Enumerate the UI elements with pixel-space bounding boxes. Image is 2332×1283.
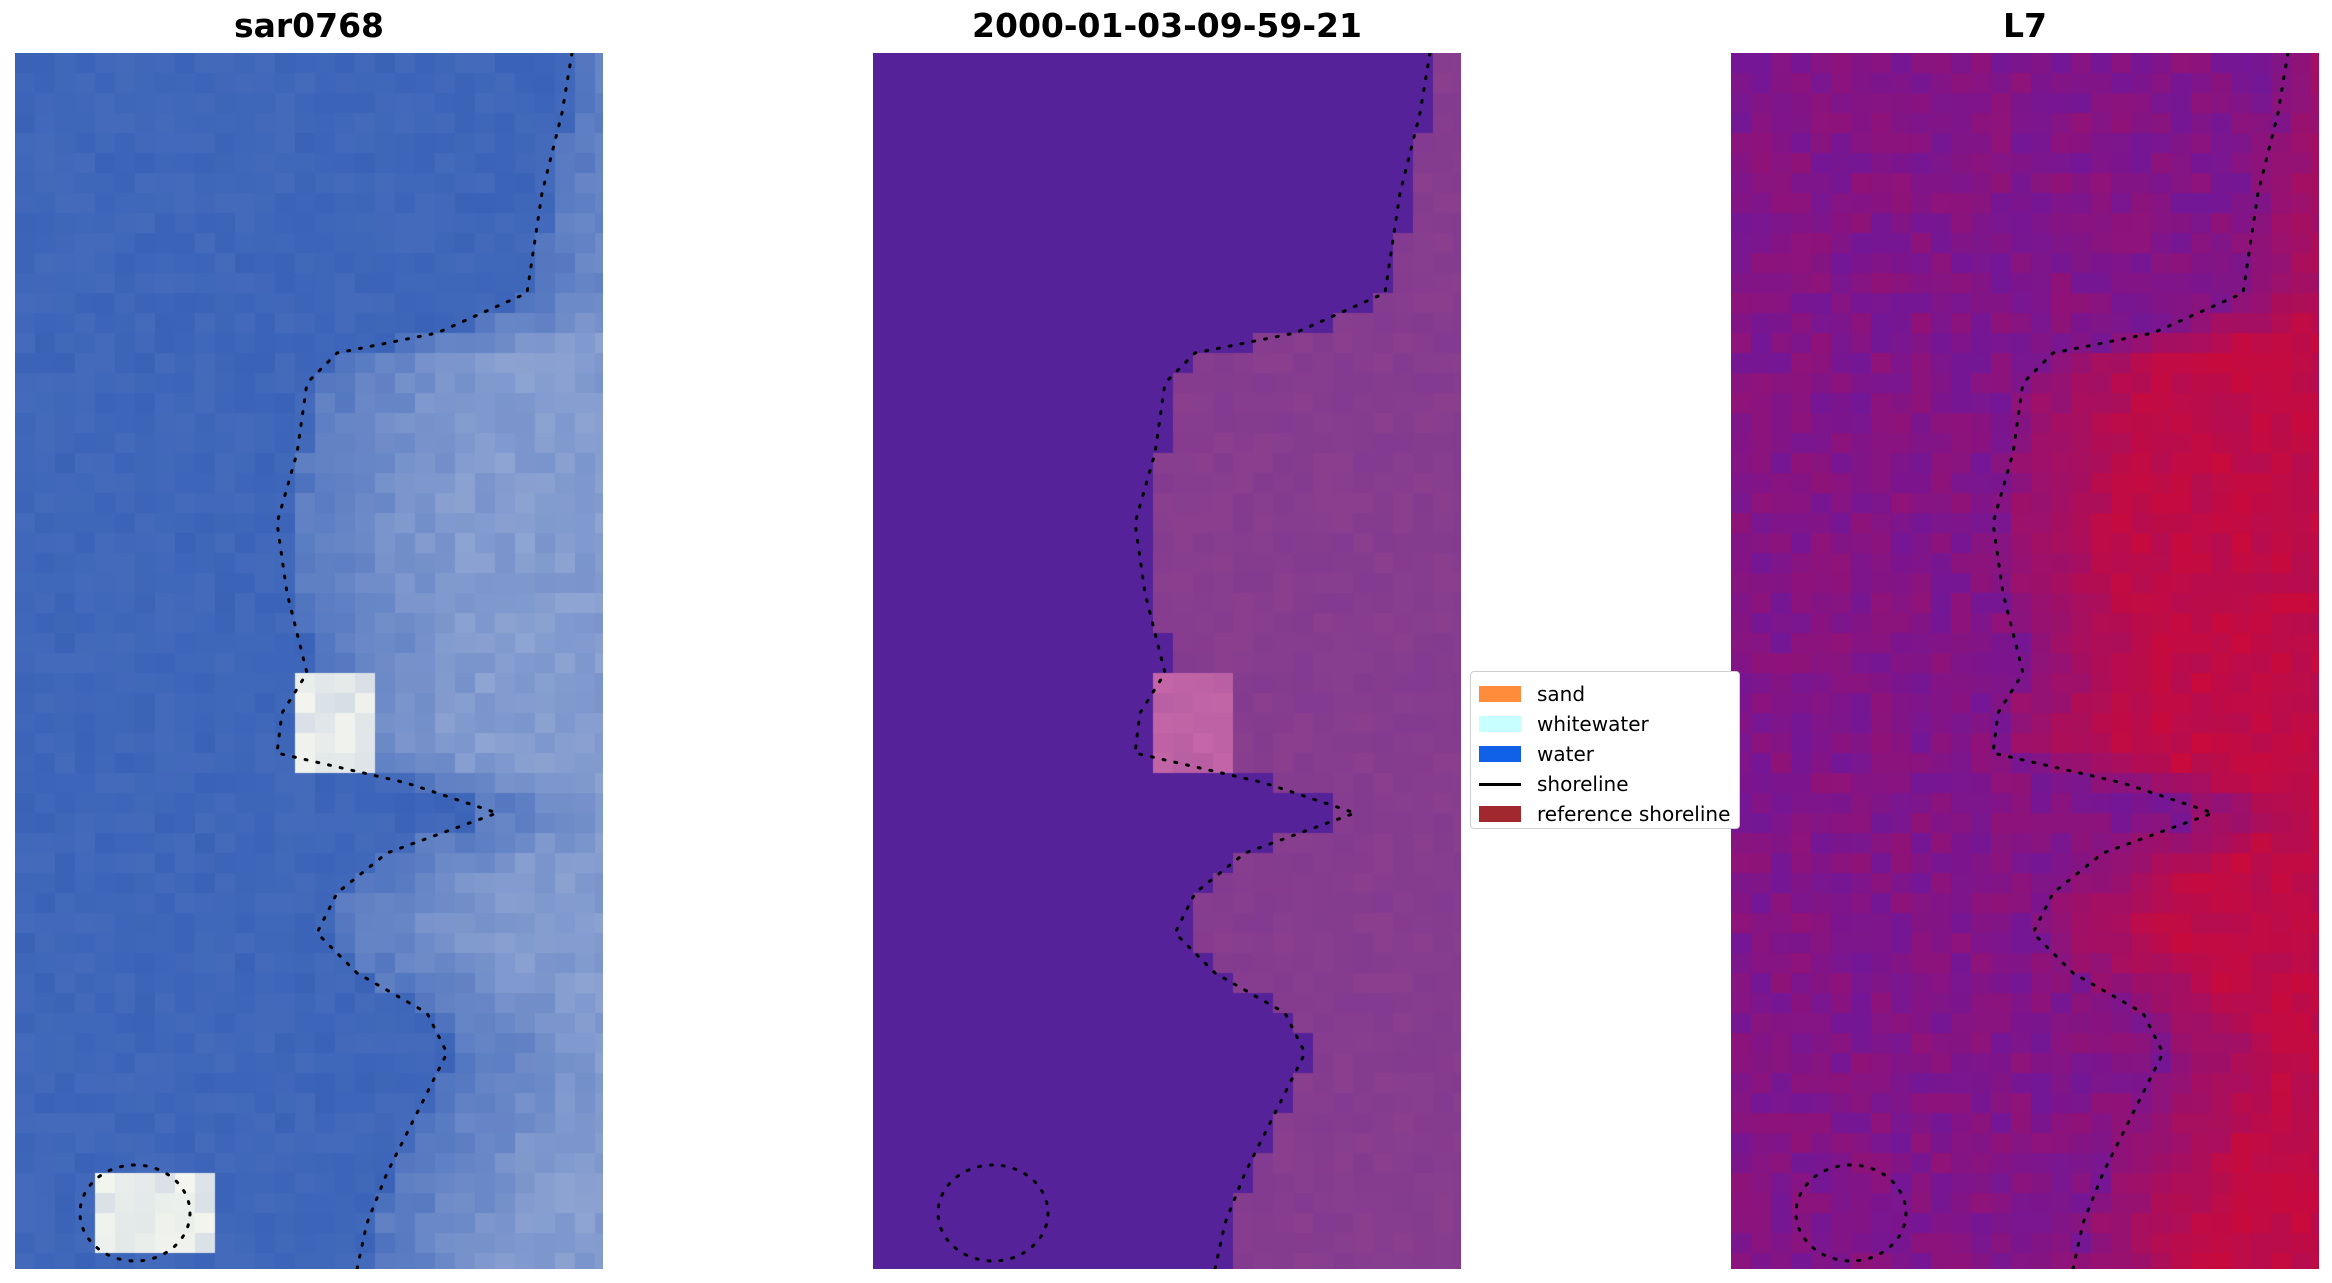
- legend-label: whitewater: [1537, 712, 1649, 736]
- legend-item-shoreline: shoreline: [1479, 770, 1629, 798]
- legend-item-reference-shoreline: reference shoreline: [1479, 800, 1730, 828]
- legend: sand whitewater water shoreline referenc…: [1470, 671, 1740, 829]
- rgb-image: [15, 53, 603, 1269]
- rgb-image-panel: [15, 53, 603, 1269]
- shoreline-path: [1133, 53, 1432, 1269]
- shoreline-path: [1991, 53, 2290, 1269]
- shoreline-loop: [936, 1163, 1050, 1263]
- shoreline-line-swatch: [1479, 783, 1521, 786]
- classified-image-panel: [873, 53, 1461, 1269]
- legend-item-water: water: [1479, 740, 1594, 768]
- legend-item-sand: sand: [1479, 680, 1585, 708]
- water-swatch: [1479, 746, 1521, 762]
- shoreline-loop: [78, 1163, 192, 1263]
- legend-label: shoreline: [1537, 772, 1629, 796]
- legend-item-whitewater: whitewater: [1479, 710, 1649, 738]
- panel-title-classified: 2000-01-03-09-59-21: [972, 6, 1362, 45]
- reference-shoreline-swatch: [1479, 806, 1521, 822]
- shoreline-overlay: [78, 53, 574, 1269]
- classified-image: [873, 53, 1461, 1269]
- legend-label: sand: [1537, 682, 1586, 706]
- index-image: [1731, 53, 2319, 1269]
- whitewater-swatch: [1479, 716, 1521, 732]
- shoreline-overlay: [1794, 53, 2290, 1269]
- legend-label: reference shoreline: [1537, 802, 1731, 826]
- panel-title-index: L7: [2003, 6, 2047, 45]
- panel-title-rgb: sar0768: [233, 6, 385, 45]
- legend-label: water: [1537, 742, 1594, 766]
- shoreline-loop: [1794, 1163, 1908, 1263]
- sand-swatch: [1479, 686, 1521, 702]
- shoreline-path: [275, 53, 574, 1269]
- shoreline-overlay: [936, 53, 1432, 1269]
- index-image-panel: [1731, 53, 2319, 1269]
